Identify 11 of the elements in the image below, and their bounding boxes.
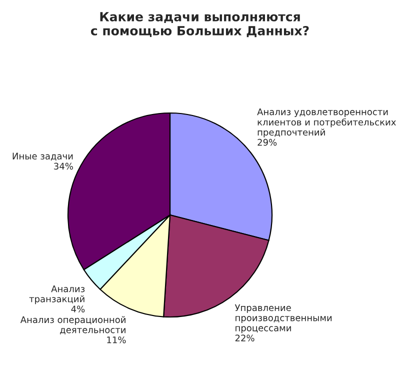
slice-label: Управление производственными процессами	[234, 304, 332, 334]
slice-label: Анализ транзакций	[29, 285, 85, 304]
slice-label: Анализ операционной деятельности	[20, 316, 126, 334]
data-label: 29%	[258, 138, 277, 146]
chart-title: Какие задачи выполняются с помощью Больших Данных?	[90, 12, 309, 38]
data-label: 4%	[71, 306, 85, 312]
slice-label: Анализ удовлетворенности клиентов и потребительских предпочтений	[257, 108, 396, 138]
slice-label: Иные задачи	[12, 152, 73, 161]
data-label: 34%	[54, 162, 73, 170]
data-label: 22%	[235, 334, 254, 342]
data-label: 11%	[107, 336, 126, 344]
